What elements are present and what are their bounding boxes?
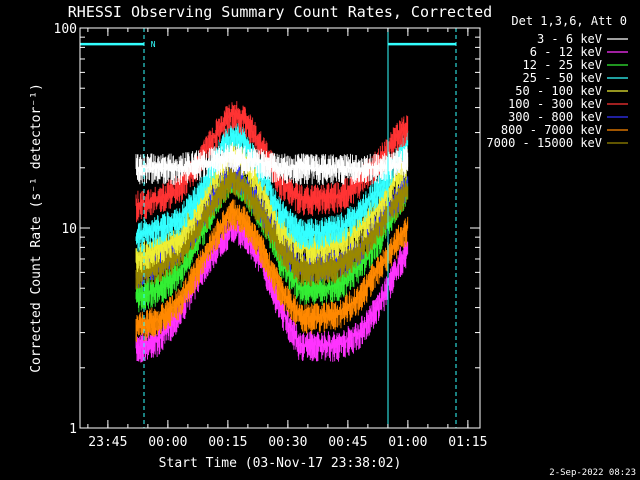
x-tick-label-1: 00:00 bbox=[148, 435, 187, 450]
series-7 bbox=[135, 198, 409, 343]
legend-title: Det 1,3,6, Att 0 bbox=[511, 14, 627, 28]
legend-label-2: 12 - 25 keV bbox=[523, 58, 602, 72]
x-tick-label-2: 00:15 bbox=[208, 435, 247, 450]
series-8 bbox=[135, 163, 409, 290]
series-3 bbox=[135, 119, 409, 253]
legend-label-1: 6 - 12 keV bbox=[530, 45, 602, 59]
x-axis-label: Start Time (03-Nov-17 23:38:02) bbox=[159, 456, 402, 471]
y-tick-label-1: 10 bbox=[61, 222, 77, 237]
legend-label-0: 3 - 6 keV bbox=[537, 32, 602, 46]
legend-label-5: 100 - 300 keV bbox=[508, 97, 602, 111]
series-layer bbox=[135, 101, 409, 363]
y-tick-label-2: 100 bbox=[54, 22, 77, 37]
annotation-0: N bbox=[151, 40, 156, 49]
legend-label-7: 800 - 7000 keV bbox=[501, 123, 602, 137]
legend-label-6: 300 - 800 keV bbox=[508, 110, 602, 124]
x-tick-label-0: 23:45 bbox=[88, 435, 127, 450]
y-axis-label: Corrected Count Rate (s⁻¹ detector⁻¹) bbox=[29, 83, 44, 373]
legend-label-3: 25 - 50 keV bbox=[523, 71, 602, 85]
y-tick-label-0: 1 bbox=[69, 422, 77, 437]
x-tick-label-5: 01:00 bbox=[388, 435, 427, 450]
x-tick-label-4: 00:45 bbox=[328, 435, 367, 450]
x-tick-label-3: 00:30 bbox=[268, 435, 307, 450]
chart-title: RHESSI Observing Summary Count Rates, Co… bbox=[68, 3, 492, 21]
footer-timestamp: 2-Sep-2022 08:23 bbox=[549, 468, 636, 478]
y-axis: 1 10 100 bbox=[54, 22, 480, 437]
series-0 bbox=[135, 142, 409, 186]
x-axis: 23:45 00:00 00:15 00:30 00:45 01:00 01:15 bbox=[87, 28, 487, 450]
legend-label-4: 50 - 100 keV bbox=[515, 84, 602, 98]
x-tick-label-6: 01:15 bbox=[448, 435, 487, 450]
legend-label-8: 7000 - 15000 keV bbox=[486, 136, 602, 150]
